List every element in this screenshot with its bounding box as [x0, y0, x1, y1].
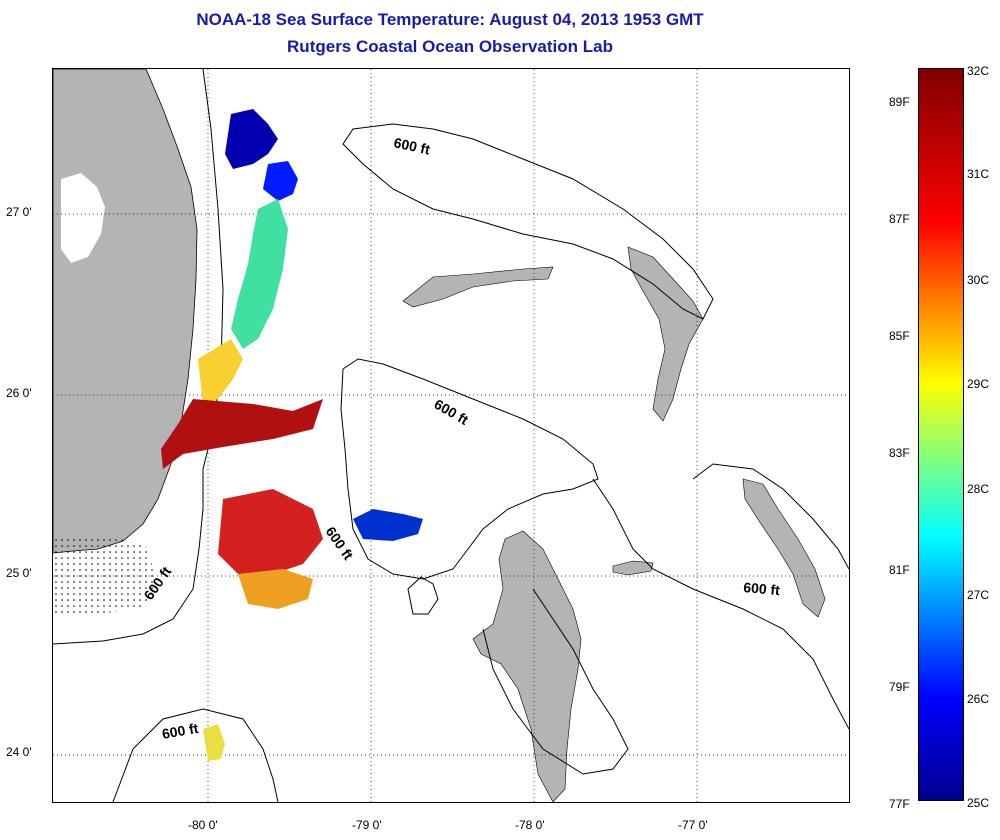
- florida-land: [53, 69, 198, 554]
- keys-area: [53, 537, 158, 617]
- contour-east: [692, 463, 849, 570]
- lake-okeechobee: [61, 173, 105, 263]
- cbar-f-83: 83F: [889, 446, 910, 460]
- sst-map: 600 ft 600 ft 600 ft 600 ft 600 ft 600 f…: [52, 68, 850, 803]
- sst-patch-north-blue-2: [263, 161, 298, 201]
- sst-patch-orange: [238, 569, 313, 609]
- sst-patch-blue-mid: [353, 509, 423, 541]
- sst-patch-green: [231, 199, 288, 349]
- cbar-f-89: 89F: [889, 95, 910, 109]
- cbar-c-27: 27C: [967, 588, 990, 602]
- abaco-land: [627, 246, 704, 422]
- map-svg: 600 ft 600 ft 600 ft 600 ft 600 ft 600 f…: [53, 69, 849, 802]
- cbar-c-31: 31C: [967, 167, 990, 181]
- bathymetry-contours: [53, 69, 849, 802]
- sst-patch-red-band: [161, 399, 323, 469]
- contour-label-2: 600 ft: [432, 396, 472, 428]
- cbar-c-30: 30C: [967, 273, 990, 287]
- lat-label-26: 26 0': [6, 386, 32, 400]
- contour-label-5: 600 ft: [743, 579, 781, 598]
- graticule: [53, 69, 849, 802]
- cbar-f-85: 85F: [889, 329, 910, 343]
- contour-gbb: [340, 358, 599, 580]
- contour-florida-shelf: [53, 69, 224, 645]
- grand-bahama-land: [402, 266, 554, 308]
- contour-lbb: [342, 123, 714, 320]
- lon-label-80: -80 0': [188, 818, 218, 832]
- lon-label-77: -77 0': [678, 818, 708, 832]
- lat-label-27: 27 0': [6, 205, 32, 219]
- sst-patch-north-blue: [225, 109, 278, 169]
- contour-south: [112, 708, 279, 802]
- contour-label-1: 600 ft: [392, 134, 431, 157]
- contour-label-3: 600 ft: [323, 524, 357, 563]
- cbar-c-26: 26C: [967, 692, 990, 706]
- new-providence-land: [612, 560, 654, 576]
- lon-label-78: -78 0': [515, 818, 545, 832]
- sst-patch-red-south: [218, 489, 323, 574]
- cbar-f-79: 79F: [889, 680, 910, 694]
- cbar-c-28: 28C: [967, 482, 990, 496]
- sst-patch-yellow-south: [203, 724, 225, 761]
- andros-land: [472, 530, 582, 802]
- eleuthera-land: [742, 478, 826, 618]
- contour-gbb-east: [592, 478, 849, 730]
- contour-seamount: [407, 576, 439, 615]
- cbar-f-77: 77F: [889, 797, 910, 811]
- cbar-c-25: 25C: [967, 796, 990, 810]
- lat-label-24: 24 0': [6, 745, 32, 759]
- cbar-f-81: 81F: [889, 563, 910, 577]
- temperature-colorbar: [918, 68, 964, 801]
- cbar-f-87: 87F: [889, 212, 910, 226]
- map-title: NOAA-18 Sea Surface Temperature: August …: [196, 10, 704, 29]
- sst-patch-yellow: [198, 339, 243, 404]
- cbar-c-29: 29C: [967, 377, 990, 391]
- contour-label-6: 600 ft: [161, 720, 200, 742]
- map-subtitle: Rutgers Coastal Ocean Observation Lab: [287, 37, 613, 56]
- contour-exuma: [482, 588, 629, 775]
- cbar-c-32: 32C: [967, 64, 990, 78]
- lon-label-79: -79 0': [352, 818, 382, 832]
- sst-patches: [161, 109, 423, 761]
- lat-label-25: 25 0': [6, 566, 32, 580]
